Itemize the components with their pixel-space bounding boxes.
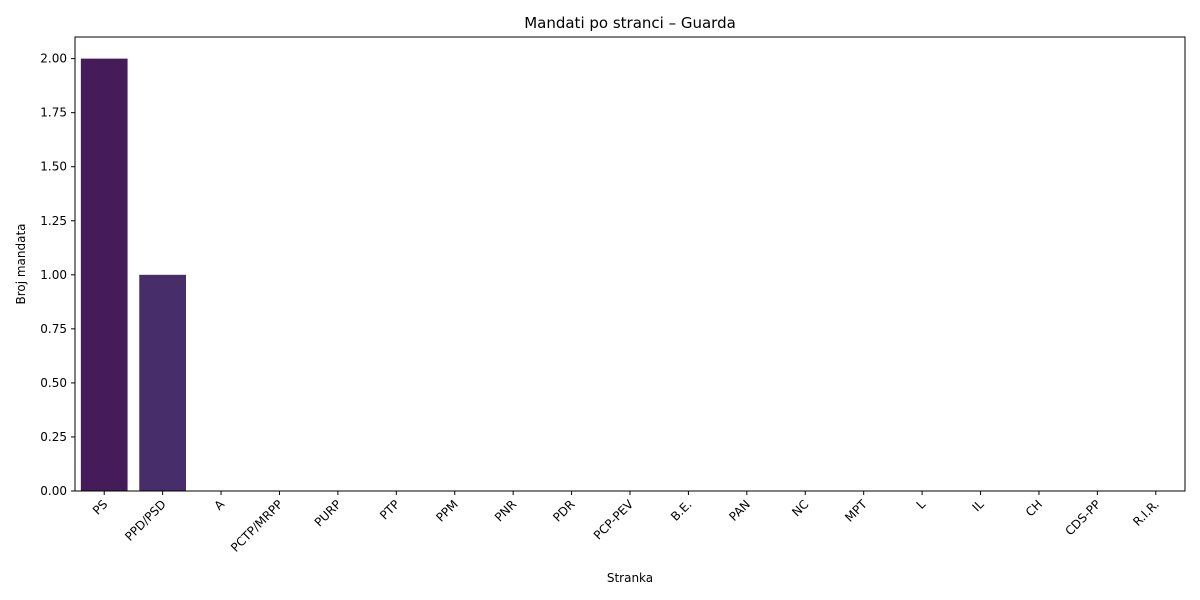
x-tick-label: PDR — [550, 497, 577, 524]
x-tick-label: PURP — [312, 497, 344, 529]
y-tick-label: 0.75 — [40, 322, 67, 336]
y-tick-label: 2.00 — [40, 52, 67, 66]
y-axis-title: Broj mandata — [14, 223, 28, 304]
x-tick-label: L — [914, 497, 929, 512]
x-tick-label: PPM — [433, 497, 460, 524]
y-tick-label: 1.00 — [40, 268, 67, 282]
y-tick-label: 1.75 — [40, 106, 67, 120]
bar-ppd-psd — [139, 274, 186, 491]
y-tick-label: 1.50 — [40, 160, 67, 174]
bars-group — [80, 58, 186, 491]
y-tick-label: 0.25 — [40, 430, 67, 444]
plot-frame — [74, 36, 1186, 492]
y-tick-label: 1.25 — [40, 214, 67, 228]
x-axis-title: Stranka — [607, 571, 653, 585]
x-tick-label: PNR — [492, 497, 519, 524]
x-tick-label: MPT — [842, 497, 870, 525]
x-tick-label: R.I.R. — [1130, 497, 1162, 529]
x-axis: PS PPD/PSD A PCTP/MRPP PURP PTP PPM PNR PDR PCP-P… — [90, 491, 1162, 555]
x-tick-label: IL — [970, 497, 987, 514]
y-tick-label: 0.50 — [40, 376, 67, 390]
x-tick-label: B.E. — [668, 497, 694, 523]
bar-ps — [80, 58, 128, 491]
y-tick-label: 0.00 — [40, 484, 67, 498]
x-tick-label: PCP-PEV — [591, 497, 637, 543]
chart-title: Mandati po stranci – Guarda — [524, 14, 736, 32]
x-tick-label: PS — [90, 497, 110, 517]
x-tick-label: PCTP/MRPP — [228, 497, 286, 555]
x-tick-label: CH — [1023, 497, 1045, 519]
x-tick-label: PPD/PSD — [122, 497, 169, 544]
x-tick-label: CDS-PP — [1062, 497, 1103, 538]
y-axis: 0.00 0.25 0.50 0.75 1.00 1.25 1.50 1.75 2.00 — [40, 52, 75, 498]
x-tick-label: A — [211, 497, 227, 513]
x-tick-label: PTP — [377, 497, 402, 522]
x-tick-label: NC — [789, 497, 811, 519]
x-tick-label: PAN — [726, 497, 753, 524]
